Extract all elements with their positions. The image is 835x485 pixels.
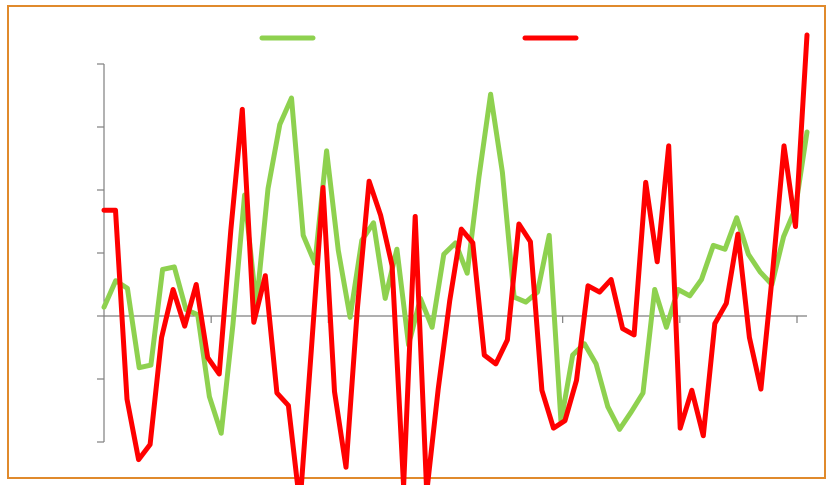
series-line-1	[101, 91, 810, 436]
axis-ticks	[97, 63, 798, 443]
series-layer	[101, 32, 810, 485]
series-line-2	[101, 32, 810, 485]
